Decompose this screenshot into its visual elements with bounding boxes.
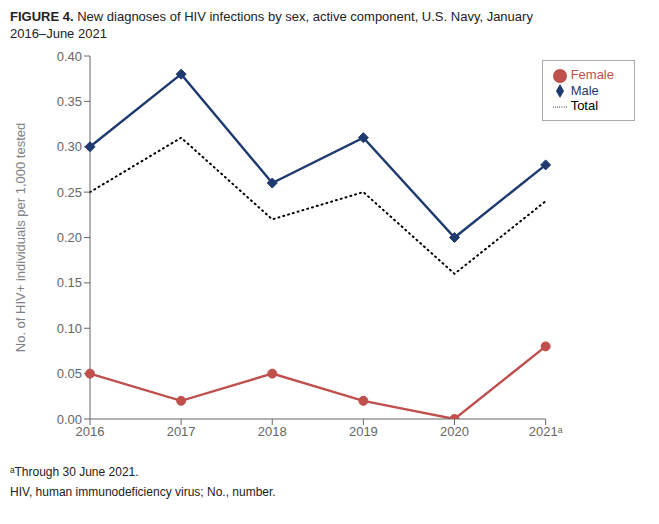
html-text:ᵃThrough 30 June 2021.: ᵃThrough 30 June 2021. bbox=[10, 465, 139, 479]
svg-text:2021ᵃ: 2021ᵃ bbox=[529, 424, 563, 439]
svg-text:2018: 2018 bbox=[258, 424, 287, 439]
html-text:Female: Female bbox=[570, 67, 614, 82]
svg-text:0.20: 0.20 bbox=[57, 230, 82, 245]
svg-text:0.00: 0.00 bbox=[57, 412, 82, 427]
html-text:FIGURE 4. New diagnoses of HIV: FIGURE 4. New diagnoses of HIV infection… bbox=[10, 9, 533, 41]
html-text:HIV, human immunodeficiency vi: HIV, human immunodeficiency virus; No., … bbox=[10, 485, 276, 499]
svg-text:0.10: 0.10 bbox=[57, 321, 82, 336]
svg-text:0.05: 0.05 bbox=[57, 366, 82, 381]
svg-text:0.35: 0.35 bbox=[57, 94, 82, 109]
svg-text:2019: 2019 bbox=[349, 424, 378, 439]
svg-text:0.25: 0.25 bbox=[57, 185, 82, 200]
svg-text:No. of HIV+ individuals per 1,: No. of HIV+ individuals per 1,000 tested bbox=[13, 123, 28, 352]
html-text:Total: Total bbox=[570, 98, 599, 114]
svg-text:2017: 2017 bbox=[167, 424, 196, 439]
svg-text:2016: 2016 bbox=[75, 424, 105, 440]
svg-text:0.30: 0.30 bbox=[57, 139, 82, 154]
svg-text:0.40: 0.40 bbox=[57, 49, 82, 64]
svg-text:0.15: 0.15 bbox=[57, 275, 82, 290]
html-text:Male: Male bbox=[570, 82, 599, 98]
svg-text:2020: 2020 bbox=[440, 424, 469, 439]
